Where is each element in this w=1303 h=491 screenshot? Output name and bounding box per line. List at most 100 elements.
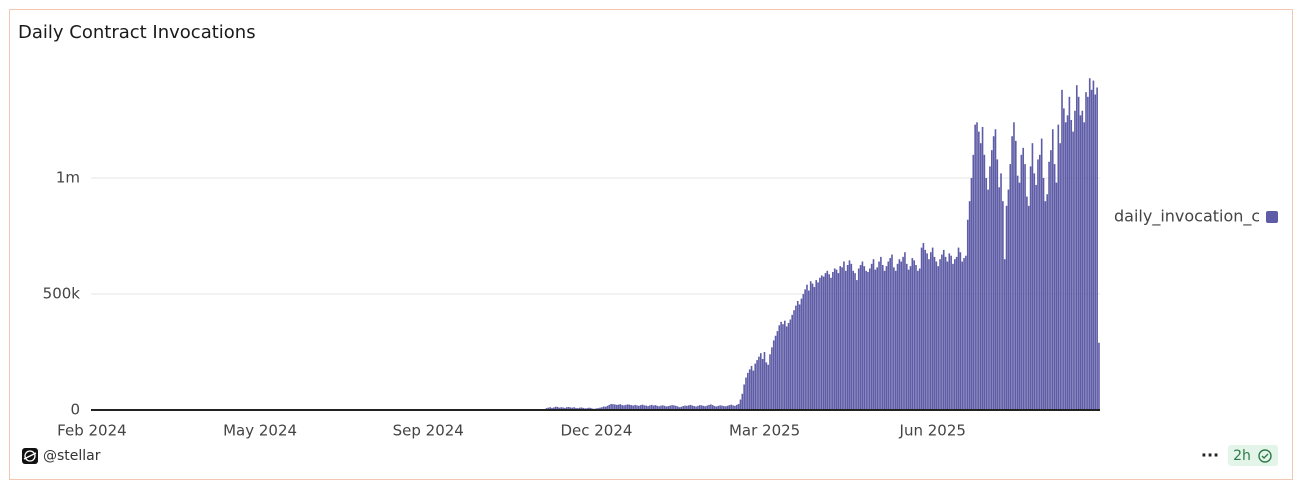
bar [942,249,945,410]
bar [778,325,781,410]
bar [711,405,714,410]
bar [741,393,744,410]
bar [978,131,980,410]
bar [693,406,696,410]
y-tick-label: 1m [56,169,80,187]
bar [719,405,721,410]
bar [745,377,747,410]
bar [944,256,947,410]
user-handle[interactable]: @stellar [43,448,101,464]
bar [1026,196,1028,410]
bar [961,261,964,410]
bar [684,405,686,410]
bar [939,259,941,410]
bar [726,405,729,410]
bar [905,263,908,410]
bar [704,406,707,410]
bar [968,201,971,410]
bar [697,405,699,410]
bar [857,268,860,410]
bar [606,405,609,410]
bar [662,405,664,410]
bar [717,405,720,410]
x-tick-label: Dec 2024 [560,422,632,440]
bar [917,270,919,410]
bar [861,261,864,410]
bar [573,407,575,410]
bar [955,256,958,410]
bar [1011,136,1013,411]
bar [789,319,792,410]
bar [724,406,727,410]
bar [715,406,718,410]
bar [761,358,764,410]
bar [613,404,616,410]
bar [1085,92,1087,410]
bar [650,404,653,410]
bar [785,326,788,410]
bar [1039,154,1041,410]
bar [1079,115,1082,411]
bar [604,406,607,410]
bar [708,404,710,410]
bar [571,407,574,410]
bar [630,405,633,410]
bar [976,122,978,410]
bar [911,258,914,410]
bar [589,407,592,410]
bar [1094,94,1097,410]
bar [824,273,827,410]
bar [826,270,829,410]
bar [663,405,666,410]
bar [870,263,873,410]
bar [941,254,943,410]
bar [763,352,766,410]
bar [652,405,655,410]
bar [983,154,986,410]
bar [891,254,893,410]
bar [1037,159,1039,410]
bar [881,265,884,410]
bar [771,347,773,410]
bar [628,404,631,410]
bar [1033,173,1036,410]
bar [549,407,551,410]
bar [815,280,818,410]
bar [1053,164,1056,410]
bar [957,247,960,410]
bar [1029,166,1032,410]
bar [769,354,771,410]
more-menu[interactable]: ··· [1201,446,1219,465]
bar [564,407,566,410]
bar [732,405,734,410]
bar [565,407,568,410]
bar [1022,147,1025,410]
bar [626,404,629,410]
bar [918,268,921,410]
bar [756,360,758,410]
bar [1005,205,1008,410]
bar [582,407,585,410]
bar [673,405,675,410]
y-tick-label: 500k [43,285,81,303]
bar [931,247,934,410]
bar [935,261,938,410]
bar [1016,175,1019,410]
bar [1020,154,1023,410]
freshness-label: 2h [1233,448,1251,464]
bar [1096,87,1098,411]
bar [880,256,882,410]
y-tick-label: 0 [70,401,80,419]
bar [728,405,731,410]
bar [1002,201,1004,410]
bar [893,267,895,410]
bar [948,253,951,410]
logo-mark [24,450,36,462]
bar [698,405,701,410]
bar [758,356,760,410]
bar [966,219,969,410]
bar [750,365,753,410]
bar [909,266,912,410]
bar [1055,182,1058,410]
bar [588,407,590,410]
